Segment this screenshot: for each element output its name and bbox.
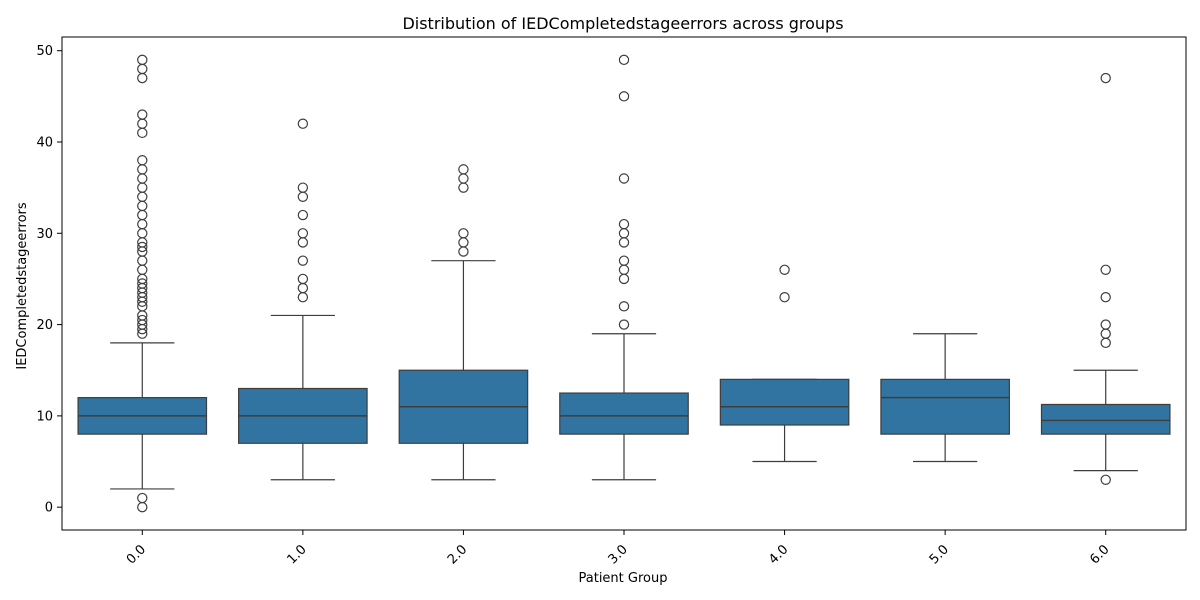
outlier-point xyxy=(618,54,630,66)
outlier-point xyxy=(1100,328,1111,339)
outlier-point xyxy=(137,255,148,266)
x-tick-label: 2.0 xyxy=(445,542,470,567)
outlier-point xyxy=(618,237,630,248)
outlier-point xyxy=(1100,337,1111,349)
y-tick-label: 10 xyxy=(36,409,53,424)
outlier-point xyxy=(137,228,148,239)
outlier-point xyxy=(1100,474,1111,485)
outlier-point xyxy=(137,155,148,166)
outlier-point xyxy=(137,127,148,139)
outlier-point xyxy=(618,91,630,102)
x-tick-label: 0.0 xyxy=(124,542,149,567)
y-tick-label: 0 xyxy=(45,501,53,516)
chart-title: Distribution of IEDCompletedstageerrors … xyxy=(402,14,843,33)
y-tick-label: 30 xyxy=(36,227,53,242)
outlier-point xyxy=(297,209,309,221)
x-tick-label: 1.0 xyxy=(284,542,309,567)
outlier-point xyxy=(137,278,148,289)
outlier-point xyxy=(297,191,309,202)
y-axis-label: IEDCompletedstageerrors xyxy=(15,202,30,370)
outlier-point xyxy=(137,118,148,129)
outlier-point xyxy=(1100,72,1111,84)
outlier-point xyxy=(618,301,630,312)
outlier-point xyxy=(779,291,790,303)
outlier-point xyxy=(137,241,148,253)
outlier-point xyxy=(1100,291,1111,303)
box-iqr xyxy=(559,392,689,435)
outlier-point xyxy=(137,492,148,504)
outlier-point xyxy=(1100,319,1111,330)
outlier-point xyxy=(137,109,148,120)
y-tick-label: 50 xyxy=(36,44,53,59)
outlier-point xyxy=(137,63,148,75)
outlier-point xyxy=(137,200,148,212)
outlier-point xyxy=(297,255,309,266)
outlier-point xyxy=(458,228,469,239)
outlier-point xyxy=(137,501,148,513)
outlier-point xyxy=(297,228,309,239)
outlier-point xyxy=(458,237,469,248)
box-iqr xyxy=(880,378,1010,435)
outlier-point xyxy=(458,173,469,184)
outlier-point xyxy=(1100,264,1111,276)
outlier-point xyxy=(137,54,148,66)
outlier-point xyxy=(618,264,630,276)
outlier-point xyxy=(137,314,148,326)
outlier-point xyxy=(297,291,309,303)
outlier-point xyxy=(618,319,630,330)
x-tick-label: 4.0 xyxy=(766,542,791,567)
outlier-point xyxy=(297,237,309,248)
outlier-point xyxy=(458,182,469,193)
outlier-point xyxy=(137,191,148,202)
outlier-point xyxy=(297,118,309,129)
outlier-point xyxy=(137,182,148,193)
outlier-point xyxy=(137,209,148,221)
outlier-point xyxy=(618,228,630,239)
plot-area: 0 10 20 30 40 50 0.0 1.0 2.0 3.0 4.0 5.0 6.0 xyxy=(36,36,1187,567)
x-tick-label: 3.0 xyxy=(606,542,631,567)
outlier-point xyxy=(458,246,469,257)
outlier-point xyxy=(618,273,630,285)
y-tick-label: 40 xyxy=(36,135,53,150)
outlier-point xyxy=(137,164,148,175)
outlier-point xyxy=(779,264,790,276)
outlier-point xyxy=(137,264,148,276)
outlier-point xyxy=(458,164,469,175)
box-iqr xyxy=(719,378,850,426)
x-tick-label: 6.0 xyxy=(1087,542,1112,567)
y-tick-label: 20 xyxy=(36,318,53,333)
outlier-point xyxy=(137,173,148,184)
box-iqr xyxy=(1040,403,1171,435)
outlier-point xyxy=(297,282,309,294)
outlier-point xyxy=(137,218,148,230)
outlier-point xyxy=(618,218,630,230)
outlier-point xyxy=(618,255,630,266)
outlier-point xyxy=(297,273,309,285)
outlier-point xyxy=(137,72,148,84)
outlier-point xyxy=(297,182,309,193)
x-tick-label: 5.0 xyxy=(927,542,952,567)
x-axis-label: Patient Group xyxy=(579,571,668,586)
outlier-point xyxy=(618,173,630,184)
